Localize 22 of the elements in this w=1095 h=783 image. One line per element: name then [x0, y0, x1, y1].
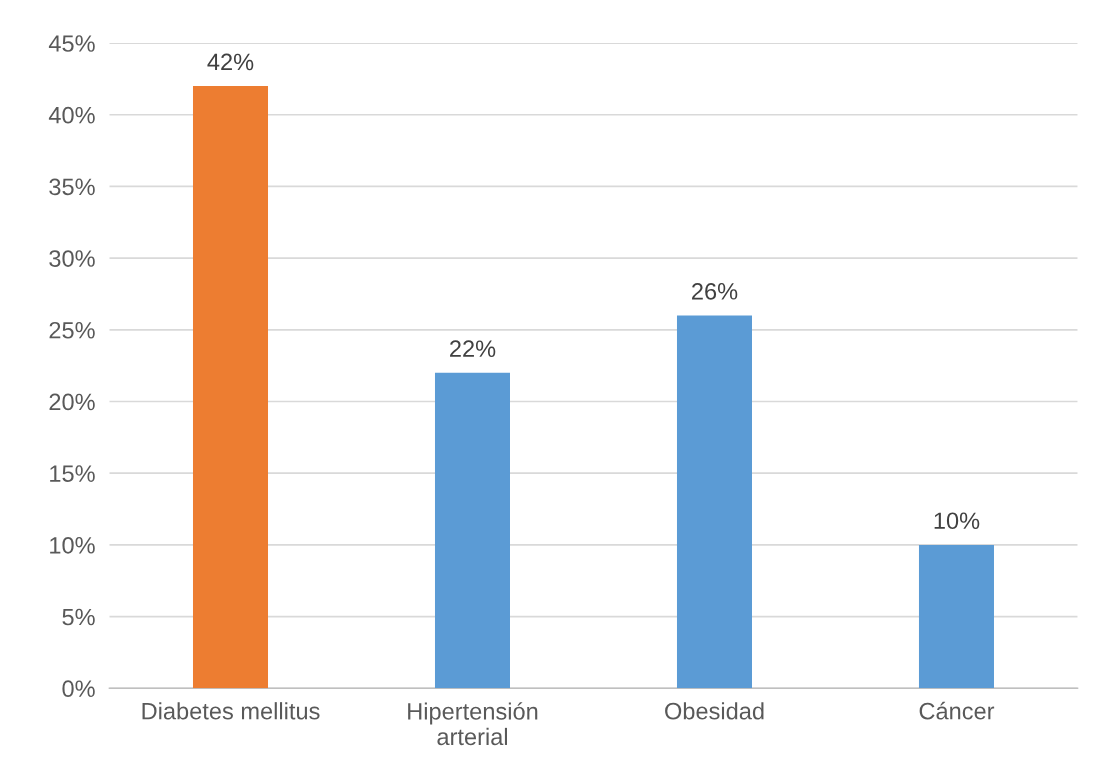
bar: [676, 315, 752, 689]
data-label: 10%: [934, 512, 980, 530]
bar: [918, 544, 994, 689]
y-tick-label: 0%: [62, 680, 95, 698]
y-tick-label: 10%: [50, 536, 95, 554]
x-tick-label: Hipertensión arterial: [408, 702, 538, 746]
x-tick-label: Obesidad: [665, 702, 764, 720]
y-tick-label: 20%: [49, 393, 95, 411]
y-tick-label: 35%: [49, 178, 95, 196]
y-tick-label: 40%: [48, 106, 95, 124]
y-tick-label: 25%: [49, 321, 95, 339]
x-tick-label: Cáncer: [919, 701, 995, 720]
data-label: 42%: [207, 53, 254, 71]
y-tick-label: 45%: [48, 35, 95, 52]
data-label: 22%: [450, 340, 496, 357]
y-tick-label: 30%: [49, 250, 95, 267]
bar: [192, 86, 269, 689]
y-tick-label: 5%: [62, 608, 95, 626]
x-tick-label: Diabetes mellitus: [142, 702, 320, 720]
data-label: 26%: [692, 282, 738, 300]
bar: [434, 372, 510, 689]
y-tick-label: 15%: [50, 465, 95, 482]
